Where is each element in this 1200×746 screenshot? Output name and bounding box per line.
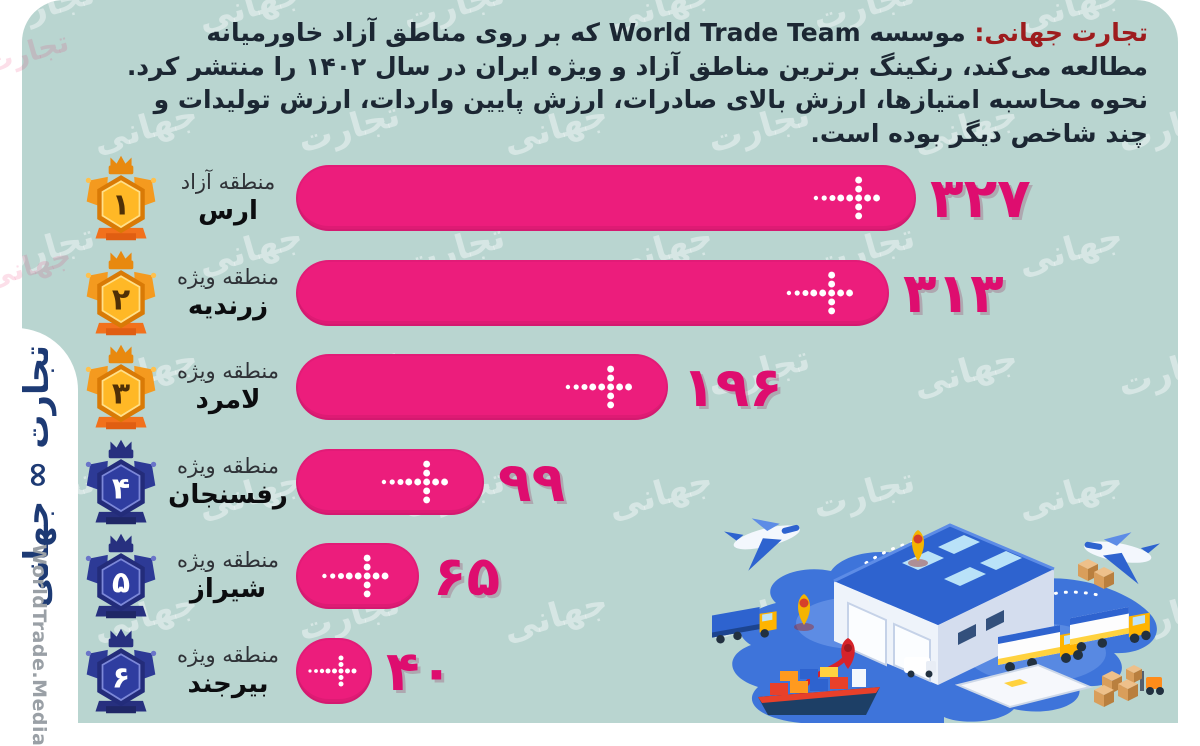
cargo-ship-icon — [758, 667, 880, 715]
zone-label: منطقه ویژه بیرجند — [166, 625, 290, 717]
rank-medal-icon: ۳ — [85, 344, 157, 430]
header-paragraph: تجارت جهانی: موسسه World Trade Team که ب… — [122, 16, 1148, 150]
score-value: ۴۰ — [386, 639, 454, 703]
dotted-plus-arrow-icon — [813, 176, 880, 220]
zone-label: منطقه آزاد ارس — [166, 152, 290, 244]
zone-type-label: منطقه ویژه — [177, 548, 279, 573]
zone-name-label: زرندیه — [187, 290, 269, 321]
dotted-plus-arrow-icon — [381, 460, 448, 504]
zone-label: منطقه ویژه لامرد — [166, 341, 290, 433]
rank-medal-icon: ۵ — [85, 534, 157, 619]
logistics-illustration — [712, 507, 1164, 723]
ranking-row: ۱ منطقه آزاد ارس ۳۲۷ — [80, 152, 1160, 244]
ranking-row: ۲ منطقه ویژه زرندیه ۳۱۳ — [80, 247, 1160, 339]
score-value: ۶۵ — [433, 544, 501, 609]
ranking-row: ۵ منطقه ویژه شیراز ۶۵ — [80, 530, 1160, 622]
score-bar — [296, 638, 372, 704]
score-value: ۳۱۳ — [903, 260, 1004, 325]
score-bar — [296, 543, 419, 610]
zone-type-label: منطقه ویژه — [177, 453, 279, 478]
forklift-icon — [1126, 665, 1164, 695]
score-value: ۱۹۶ — [682, 355, 783, 420]
loading-pad — [954, 663, 1094, 709]
header-body: موسسه World Trade Team که بر روی مناطق آ… — [126, 18, 1148, 148]
zone-type-label: منطقه آزاد — [180, 170, 276, 194]
dotted-plus-arrow-icon — [786, 271, 853, 314]
ranking-row: ۴ منطقه ویژه رفسنجان ۹۹ — [80, 436, 1160, 528]
ranking-row: ۳ منطقه ویژه لامرد ۱۹۶ — [80, 341, 1160, 433]
score-bar — [296, 448, 484, 515]
red-map-pin-icon — [841, 638, 855, 669]
zone-label: منطقه ویژه زرندیه — [166, 247, 290, 339]
brand-band — [0, 328, 78, 723]
zone-name-label: ارس — [198, 196, 258, 226]
zone-type-label: منطقه ویژه — [177, 264, 279, 289]
score-bar — [296, 259, 889, 326]
zone-name-label: لامرد — [195, 385, 261, 416]
header-lead: تجارت جهانی: — [974, 18, 1148, 47]
rank-medal-icon: ۶ — [85, 628, 157, 714]
ranking-bar-chart: ۱ منطقه آزاد ارس ۳۲۷ — [80, 152, 1160, 723]
score-bar — [296, 354, 668, 421]
brand-logo-fa: تجارت ∞ جهانی — [17, 345, 57, 608]
svg-text:۳: ۳ — [112, 377, 130, 412]
brand-logo-en: WorldTrade.Media — [28, 544, 50, 746]
svg-text:۵: ۵ — [112, 566, 130, 601]
blue-truck-icon — [712, 607, 777, 644]
dotted-plus-arrow-icon — [322, 555, 389, 598]
rank-medal-icon: ۱ — [85, 155, 157, 241]
dotted-route-line — [1034, 590, 1100, 600]
score-value: ۳۲۷ — [930, 166, 1031, 230]
van-icon — [904, 657, 936, 678]
zone-type-label: منطقه ویژه — [177, 359, 279, 384]
svg-text:۲: ۲ — [112, 282, 130, 317]
svg-text:۶: ۶ — [112, 661, 130, 696]
svg-text:۱: ۱ — [112, 188, 130, 223]
dotted-plus-arrow-icon — [565, 365, 632, 409]
rank-medal-icon: ۴ — [85, 439, 157, 525]
score-bar — [296, 165, 916, 231]
zone-label: منطقه ویژه رفسنجان — [166, 436, 290, 528]
ranking-row: ۶ منطقه ویژه بیرجند ۴۰ — [80, 625, 1160, 717]
score-value: ۹۹ — [498, 449, 566, 514]
zone-name-label: شیراز — [189, 574, 267, 605]
zone-label: منطقه ویژه شیراز — [166, 530, 290, 622]
rank-medal-icon: ۲ — [85, 250, 157, 335]
dotted-route-line — [864, 538, 960, 565]
zone-type-label: منطقه ویژه — [177, 643, 279, 667]
dotted-plus-arrow-icon — [308, 655, 357, 687]
infographic-canvas: تجارت جهانی تجارت جهانی تجارت جهانی جهانی تجارت… — [22, 0, 1178, 723]
zone-name-label: بیرجند — [187, 669, 269, 699]
svg-text:۴: ۴ — [112, 472, 130, 507]
zone-name-label: رفسنجان — [168, 479, 288, 510]
